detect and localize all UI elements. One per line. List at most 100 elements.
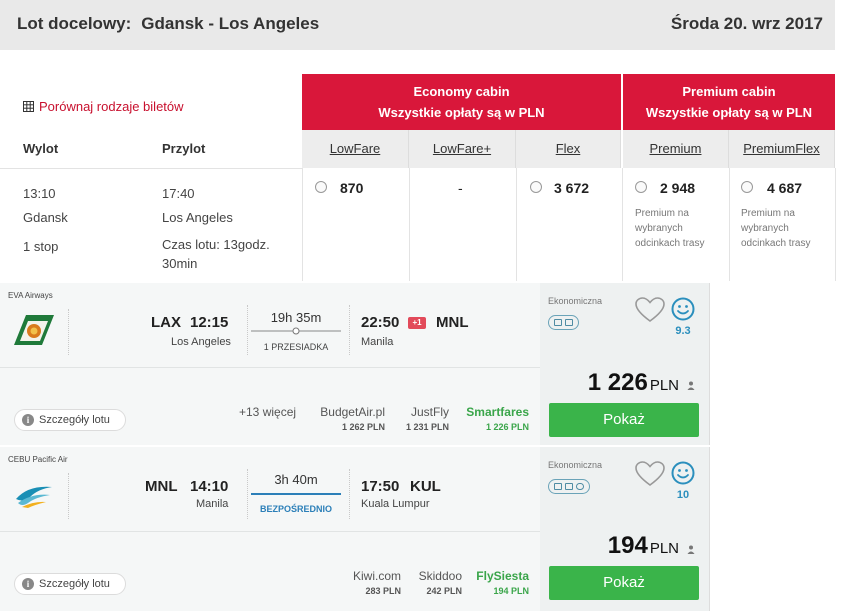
- provider-name: FlySiesta: [476, 569, 529, 583]
- divider: [835, 168, 836, 281]
- provider-price: 1 226 PLN: [485, 422, 529, 432]
- provider-budgetair[interactable]: BudgetAir.pl 1 262 PLN: [320, 405, 385, 432]
- price-panel: Ekonomiczna 10 194 PLN Pokaż: [540, 447, 710, 611]
- divider: [0, 168, 302, 169]
- flight-duration-line: 30min: [162, 256, 198, 271]
- provider-price: 242 PLN: [426, 586, 462, 596]
- provider-name: Kiwi.com: [352, 569, 401, 583]
- divider: [247, 305, 248, 355]
- amenities-badge: [548, 315, 579, 330]
- cebu-pacific-logo-icon: [16, 486, 52, 508]
- cabin-class-label: Ekonomiczna: [548, 296, 603, 306]
- provider-price: 1 262 PLN: [341, 422, 385, 432]
- flight-duration: Czas lotu: 13godz. 30min: [162, 235, 270, 273]
- seat-icon: [554, 483, 562, 490]
- heart-icon[interactable]: [635, 297, 665, 323]
- price-lowfare: 870: [340, 180, 364, 196]
- cabin-class-label: Ekonomiczna: [548, 460, 603, 470]
- fare-tab-premium[interactable]: Premium: [623, 130, 729, 168]
- fare-tab-premiumflex[interactable]: PremiumFlex: [729, 130, 835, 168]
- rating-score: 9.3: [675, 325, 691, 337]
- premiumflex-note: Premium na wybranych odcinkach trasy: [741, 206, 831, 251]
- economy-cabin-title: Economy cabin: [413, 84, 510, 99]
- show-deal-button[interactable]: Pokaż: [549, 403, 699, 437]
- premium-cabin-header: Premium cabin Wszystkie opłaty są w PLN: [623, 74, 835, 130]
- more-providers-link[interactable]: +13 więcej: [239, 405, 297, 419]
- provider-name: Smartfares: [466, 405, 529, 419]
- origin-city: Los Angeles: [171, 336, 231, 348]
- divider: [68, 473, 69, 519]
- provider-price: 283 PLN: [365, 586, 401, 596]
- provider-name: BudgetAir.pl: [320, 405, 385, 419]
- smiley-rating-icon: [671, 461, 695, 485]
- seat-icon: [554, 319, 562, 326]
- radio-premiumflex[interactable]: [741, 181, 753, 193]
- compare-fares-label: Porównaj rodzaje biletów: [39, 99, 184, 114]
- provider-justfly[interactable]: JustFly 1 231 PLN: [406, 405, 449, 432]
- divider: [622, 168, 623, 281]
- fare-tab-lowfare[interactable]: LowFare: [302, 130, 409, 168]
- heart-icon[interactable]: [635, 461, 665, 487]
- arrival-time: 17:50: [361, 478, 400, 495]
- rating-score: 10: [676, 489, 690, 501]
- arrival-time: 17:40: [162, 186, 195, 201]
- recline-icon: [576, 483, 584, 490]
- airline-name: CEBU Pacific Air: [8, 455, 68, 464]
- currency: PLN: [649, 377, 679, 394]
- premium-note-line: wybranych: [635, 223, 683, 234]
- info-icon: i: [22, 578, 34, 590]
- show-deal-button[interactable]: Pokaż: [549, 566, 699, 600]
- flight-duration-line: Czas lotu: 13godz.: [162, 237, 270, 252]
- divider: [729, 168, 730, 281]
- flight-result-main: EVA Airways LAX 12:15 Los Angeles 19h 35…: [0, 283, 540, 445]
- route-label: Lot docelowy:: [17, 14, 132, 33]
- divider: [349, 469, 350, 519]
- arrival-info: 17:40 Los Angeles Czas lotu: 13godz. 30m…: [162, 182, 270, 273]
- premium-note: Premium na wybranych odcinkach trasy: [635, 206, 725, 251]
- flight-details-label: Szczegóły lotu: [39, 414, 110, 426]
- fare-tab-lowfare-plus[interactable]: LowFare+: [409, 130, 516, 168]
- economy-cabin-subtitle: Wszystkie opłaty są w PLN: [378, 105, 545, 120]
- compare-fares-link[interactable]: Porównaj rodzaje biletów: [23, 99, 184, 114]
- price-premium: 2 948: [660, 180, 696, 196]
- meal-icon: [565, 319, 573, 326]
- travel-date: Środa 20. wrz 2017: [670, 14, 823, 33]
- departure-time: 14:10: [190, 478, 229, 495]
- premium-cabin-subtitle: Wszystkie opłaty są w PLN: [645, 105, 813, 120]
- flight-result-card: CEBU Pacific Air MNL 14:10 Manila 3h 40m…: [0, 447, 710, 611]
- flight-result-main: CEBU Pacific Air MNL 14:10 Manila 3h 40m…: [0, 447, 540, 611]
- provider-flysiesta[interactable]: FlySiesta 194 PLN: [476, 569, 529, 596]
- provider-kiwi[interactable]: Kiwi.com 283 PLN: [353, 569, 401, 596]
- arrival-time: 22:50: [361, 314, 400, 331]
- provider-skiddoo[interactable]: Skiddoo 242 PLN: [419, 569, 462, 596]
- stops-label: BEZPOŚREDNIO: [259, 504, 332, 514]
- provider-name: JustFly: [410, 405, 449, 419]
- flight-result-card: EVA Airways LAX 12:15 Los Angeles 19h 35…: [0, 283, 710, 445]
- smiley-rating-icon: [671, 297, 695, 321]
- provider-smartfares[interactable]: Smartfares 1 226 PLN: [466, 405, 529, 432]
- flight-details-button[interactable]: i Szczegóły lotu: [14, 409, 126, 431]
- economy-cabin-header: Economy cabin Wszystkie opłaty są w PLN: [302, 74, 621, 130]
- premium-cabin-title: Premium cabin: [682, 84, 776, 99]
- premium-note-line: odcinkach trasy: [635, 238, 705, 249]
- radio-flex[interactable]: [530, 181, 542, 193]
- premium-note-line: odcinkach trasy: [741, 238, 811, 249]
- origin-code: MNL: [145, 478, 178, 495]
- amenities-badge: [548, 479, 590, 494]
- best-price: 194 PLN: [608, 532, 679, 560]
- departure-time: 12:15: [190, 314, 229, 331]
- price-flex: 3 672: [554, 180, 590, 196]
- departure-city: Gdansk: [23, 210, 68, 225]
- flight-details-button[interactable]: i Szczegóły lotu: [14, 573, 126, 595]
- fare-tab-flex[interactable]: Flex: [516, 130, 621, 168]
- stopover-line-icon: [251, 327, 341, 335]
- premium-note-line: Premium na: [635, 208, 689, 219]
- arrival-column-header: Przylot: [162, 141, 206, 156]
- user-icon: [687, 545, 695, 554]
- origin-city: Manila: [196, 498, 229, 510]
- premium-note-line: Premium na: [741, 208, 795, 219]
- currency: PLN: [649, 540, 679, 557]
- price-premiumflex: 4 687: [767, 180, 803, 196]
- radio-lowfare[interactable]: [315, 181, 327, 193]
- radio-premium[interactable]: [635, 181, 647, 193]
